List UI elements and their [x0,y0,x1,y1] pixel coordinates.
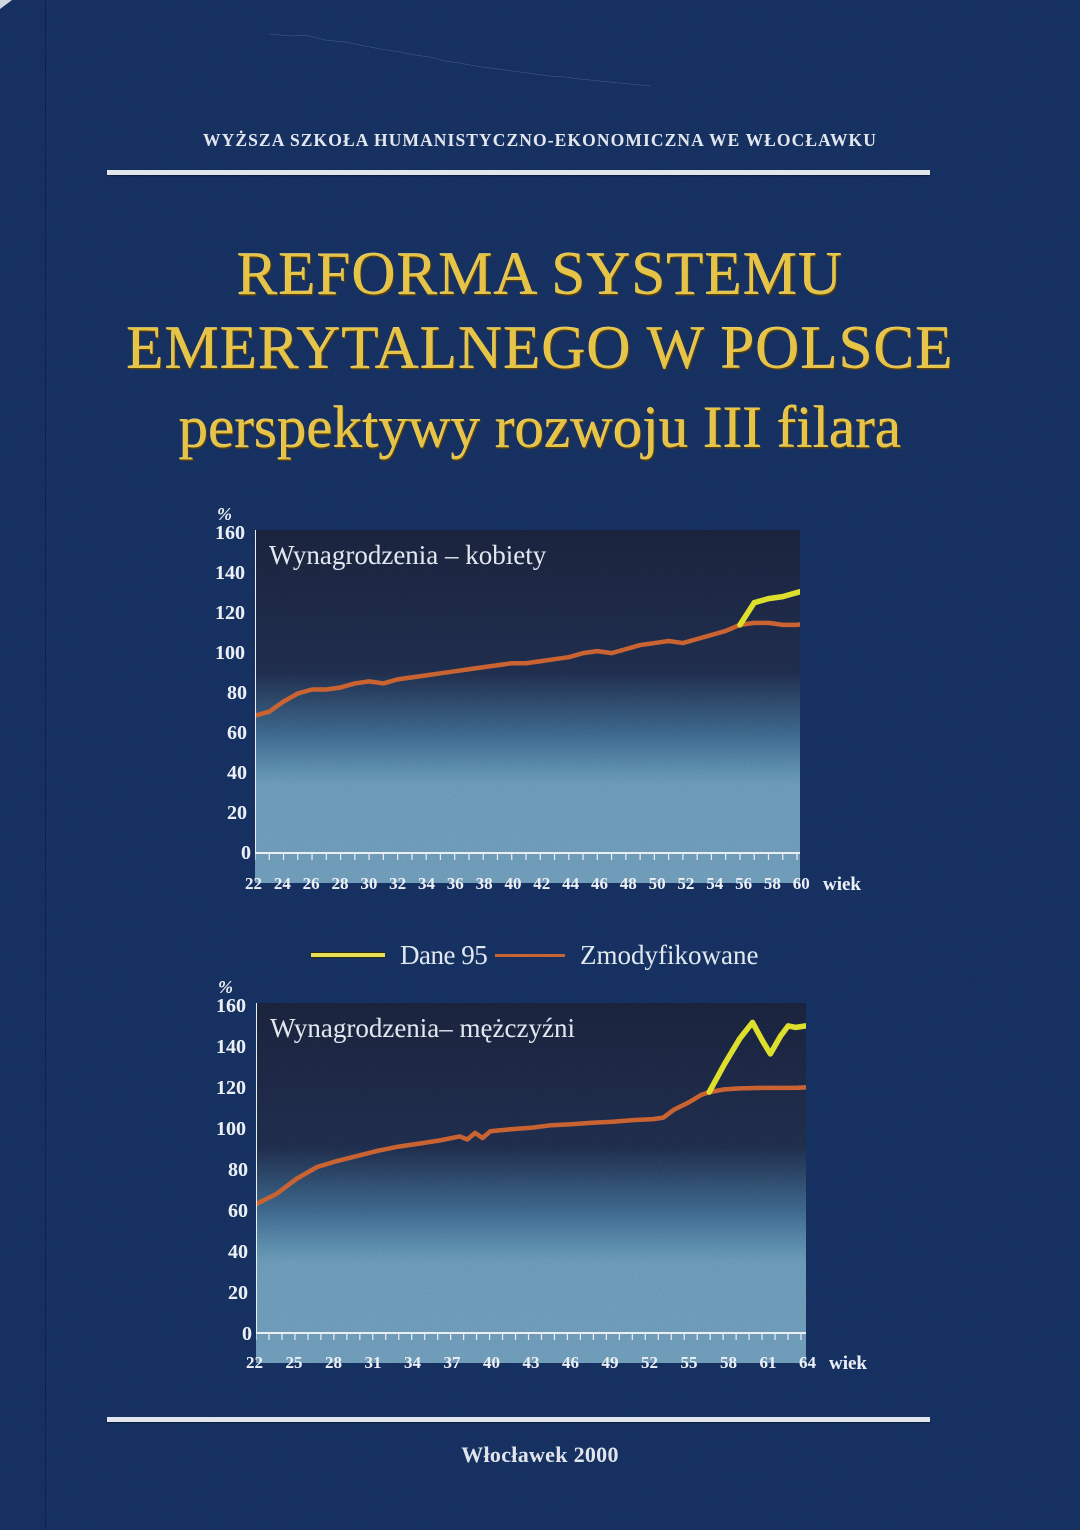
svg-text:Wynagrodzenia– mężczyźni: Wynagrodzenia– mężczyźni [270,1013,575,1043]
svg-text:Wynagrodzenia – kobiety: Wynagrodzenia – kobiety [269,540,547,570]
